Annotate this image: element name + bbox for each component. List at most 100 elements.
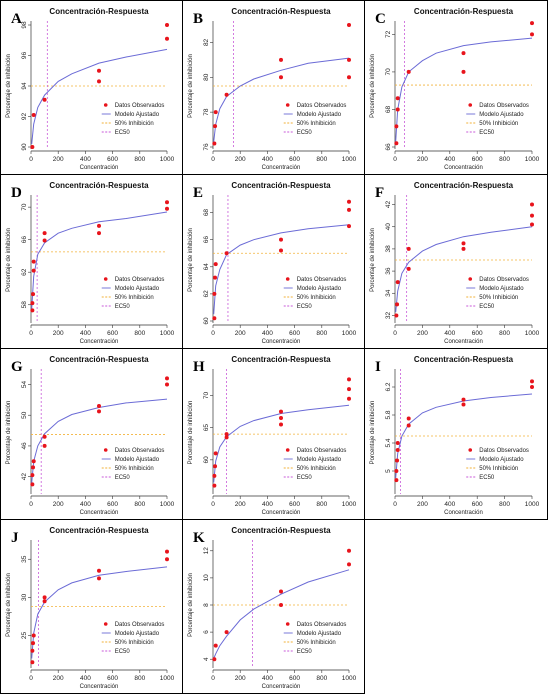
- y-tick-label: 50: [21, 411, 28, 419]
- chart-title: Concentración-Respuesta: [231, 355, 331, 364]
- model-curve: [213, 57, 350, 142]
- legend-marker-points: [103, 448, 108, 452]
- data-point: [213, 451, 218, 456]
- x-tick-label: 800: [134, 501, 145, 508]
- data-point: [213, 262, 218, 267]
- data-point: [30, 308, 35, 313]
- chart-svg-E: E Concentración-Respuesta 0 200 400 600 800 100…: [188, 181, 357, 345]
- grid-border: [0, 0, 1, 694]
- data-point: [212, 473, 217, 478]
- data-point: [406, 246, 411, 251]
- data-point: [224, 92, 229, 97]
- data-point: [406, 69, 411, 74]
- x-axis-label: Concentración: [80, 165, 119, 171]
- chart-svg-J: J Concentración-Respuesta 0 200 400 600 800 100…: [6, 526, 175, 690]
- data-point: [97, 404, 101, 409]
- x-tick-label: 400: [444, 156, 455, 163]
- x-tick-label: 600: [107, 501, 118, 508]
- data-point: [224, 435, 229, 440]
- chart-svg-F: F Concentración-Respuesta 0 200 400 600 800 100…: [370, 181, 540, 345]
- x-tick-label: 1000: [342, 330, 357, 337]
- data-point: [279, 237, 283, 242]
- panel-letter: K: [193, 530, 205, 546]
- legend-entry: EC50: [115, 304, 131, 310]
- legend: Datos Observados Modelo Ajustado 50% Inhib…: [283, 277, 346, 310]
- data-point: [347, 387, 351, 392]
- grid-border: [0, 0, 548, 1]
- legend-entry: Datos Observados: [297, 448, 347, 454]
- x-axis-label: Concentración: [80, 684, 119, 690]
- data-point: [395, 441, 400, 445]
- y-tick-label: 62: [21, 268, 28, 276]
- legend: Datos Observados Modelo Ajustado 50% Inhib…: [101, 448, 164, 481]
- data-point: [97, 568, 101, 573]
- legend-entry: 50% Inhibición: [297, 466, 336, 472]
- y-axis-label: Porcentaje de inhibición: [370, 54, 376, 118]
- legend-entry: Modelo Ajustado: [115, 631, 160, 637]
- legend: Datos Observados Modelo Ajustado 50% Inhib…: [101, 277, 164, 310]
- y-tick-label: 5.4: [385, 438, 392, 447]
- x-tick-label: 600: [289, 675, 300, 682]
- data-point: [461, 69, 466, 74]
- data-point: [530, 213, 534, 218]
- data-point: [530, 379, 534, 384]
- x-tick-label: 800: [499, 330, 510, 337]
- panel-letter: B: [193, 11, 203, 27]
- chart-panel-J: J Concentración-Respuesta 0 200 400 600 800 100…: [1, 520, 181, 692]
- data-point: [279, 603, 283, 607]
- panel-letter: D: [11, 185, 22, 201]
- data-point: [347, 377, 351, 382]
- legend-entry: EC50: [115, 649, 131, 655]
- x-tick-label: 200: [417, 156, 428, 163]
- data-point: [30, 648, 35, 653]
- x-tick-label: 200: [235, 156, 246, 163]
- chart-panel-D: D Concentración-Respuesta 0 200 400 600 800 100…: [1, 175, 181, 347]
- data-point: [165, 36, 169, 41]
- chart-title: Concentración-Respuesta: [49, 526, 149, 535]
- x-axis-label: Concentración: [444, 510, 483, 516]
- data-point: [42, 238, 47, 243]
- model-curve: [31, 48, 168, 144]
- data-point: [395, 458, 400, 463]
- legend: Datos Observados Modelo Ajustado 50% Inhib…: [466, 103, 529, 136]
- y-tick-label: 30: [21, 593, 28, 601]
- legend-entry: 50% Inhibición: [115, 466, 154, 472]
- legend-entry: 50% Inhibición: [297, 121, 336, 127]
- data-point: [394, 469, 399, 473]
- data-point: [347, 562, 351, 567]
- x-tick-label: 1000: [160, 501, 175, 508]
- legend-marker-points: [285, 448, 290, 452]
- y-tick-label: 78: [203, 108, 210, 116]
- data-point: [347, 207, 351, 212]
- legend-entry: 50% Inhibición: [115, 295, 154, 301]
- y-tick-label: 92: [21, 113, 28, 121]
- data-point: [213, 275, 218, 280]
- legend-entry: Modelo Ajustado: [479, 457, 524, 463]
- data-point: [530, 385, 534, 389]
- x-tick-label: 200: [53, 675, 64, 682]
- panel-letter: G: [11, 359, 23, 375]
- data-point: [347, 75, 351, 80]
- x-tick-label: 1000: [160, 330, 175, 337]
- data-point: [279, 422, 283, 427]
- data-point: [406, 423, 411, 428]
- chart-title: Concentración-Respuesta: [231, 526, 331, 535]
- data-point: [31, 112, 36, 117]
- legend-marker-points: [103, 103, 108, 107]
- chart-title: Concentración-Respuesta: [49, 181, 149, 190]
- x-tick-label: 600: [472, 330, 483, 337]
- x-tick-label: 600: [107, 330, 118, 337]
- x-tick-label: 600: [107, 675, 118, 682]
- x-tick-label: 600: [472, 501, 483, 508]
- data-point: [395, 96, 400, 101]
- chart-svg-H: H Concentración-Respuesta 0 200 400 600 800 100…: [188, 355, 357, 516]
- x-tick-label: 800: [499, 501, 510, 508]
- data-point: [461, 402, 466, 407]
- y-tick-label: 70: [385, 68, 392, 76]
- legend-entry: 50% Inhibición: [297, 295, 336, 301]
- y-tick-label: 40: [385, 223, 392, 231]
- chart-title: Concentración-Respuesta: [231, 181, 331, 190]
- y-tick-label: 36: [385, 267, 392, 275]
- data-point: [165, 376, 169, 381]
- y-tick-label: 62: [203, 290, 210, 298]
